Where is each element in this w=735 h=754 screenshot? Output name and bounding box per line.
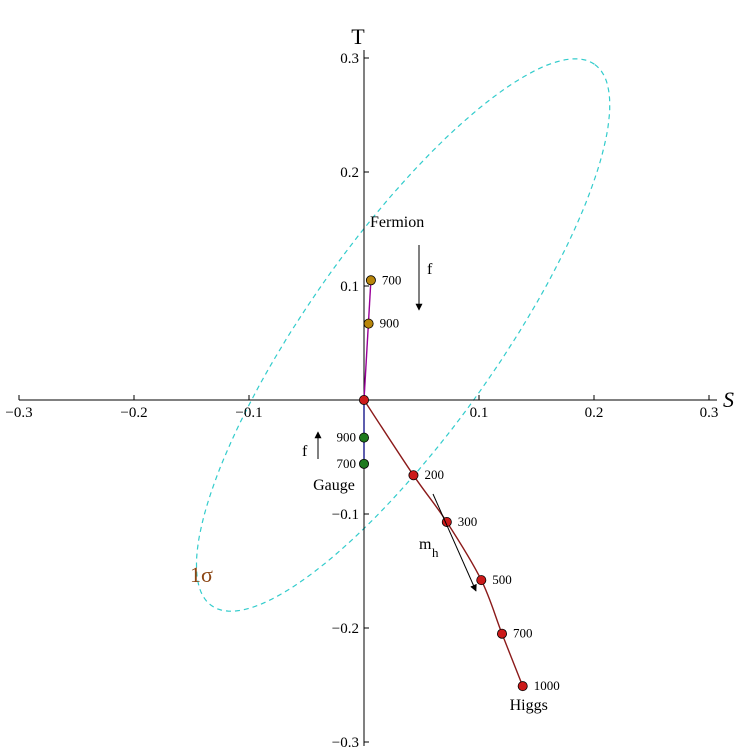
fermion-point-label: 900 (380, 316, 400, 331)
gauge-point (358, 458, 369, 469)
series-points-layer (358, 275, 528, 692)
fermion-point (365, 275, 376, 286)
y-tick-label: −0.3 (332, 735, 359, 751)
fermion-point-label: 700 (382, 272, 402, 287)
y-tick-label: 0.2 (340, 165, 359, 181)
x-tick-label: 0.1 (470, 405, 489, 421)
higgs-point-label: 200 (424, 467, 444, 482)
higgs-point-label: 500 (492, 572, 512, 587)
higgs-point (517, 681, 528, 692)
gauge-point-label: 700 (337, 456, 357, 471)
higgs-arrow-label-subscript: h (432, 545, 439, 560)
x-tick-label: −0.2 (120, 405, 147, 421)
origin-point (358, 394, 369, 405)
y-axis-label: T (351, 24, 365, 49)
one-sigma-ellipse (195, 58, 611, 612)
x-tick-label: −0.1 (235, 405, 262, 421)
higgs-point (476, 575, 487, 586)
higgs-point (408, 470, 419, 481)
higgs-point-label: 700 (513, 626, 533, 641)
series-lines-layer (363, 280, 524, 687)
annotation-layer: 1σ 200 300 500 700 1000 700 900 900 700 Higgs m h Fer… (190, 214, 560, 714)
y-tick-label: 0.3 (340, 51, 359, 67)
fermion-arrow-label: f (427, 261, 433, 278)
fermion-point (363, 318, 374, 329)
higgs-series-line (363, 399, 524, 687)
y-tick-label: −0.2 (332, 621, 359, 637)
y-tick-label: −0.1 (332, 507, 359, 523)
gauge-point-label: 900 (337, 430, 357, 445)
gauge-arrow-label: f (302, 443, 308, 460)
fermion-series-line (363, 280, 372, 401)
one-sigma-label: 1σ (190, 562, 213, 587)
x-tick-label: 0.2 (585, 405, 604, 421)
higgs-arrow-label: m (419, 536, 432, 553)
x-axis-label: S (723, 387, 734, 412)
higgs-point (496, 628, 507, 639)
x-tick-label: 0.3 (700, 405, 719, 421)
fermion-series-name: Fermion (370, 214, 424, 231)
axes-layer: −0.3 −0.2 −0.1 0.1 0.2 0.3 0.3 0.2 0.1 −0.1 −0.2 −0… (5, 24, 734, 751)
higgs-series-name: Higgs (510, 697, 548, 714)
higgs-point-label: 1000 (534, 678, 560, 693)
ellipse-layer (195, 58, 611, 612)
higgs-point-label: 300 (458, 514, 478, 529)
gauge-point (358, 432, 369, 443)
x-tick-label: −0.3 (5, 405, 32, 421)
higgs-mass-arrow (432, 493, 477, 592)
gauge-series-name: Gauge (313, 477, 355, 494)
y-tick-label: 0.1 (340, 279, 359, 295)
